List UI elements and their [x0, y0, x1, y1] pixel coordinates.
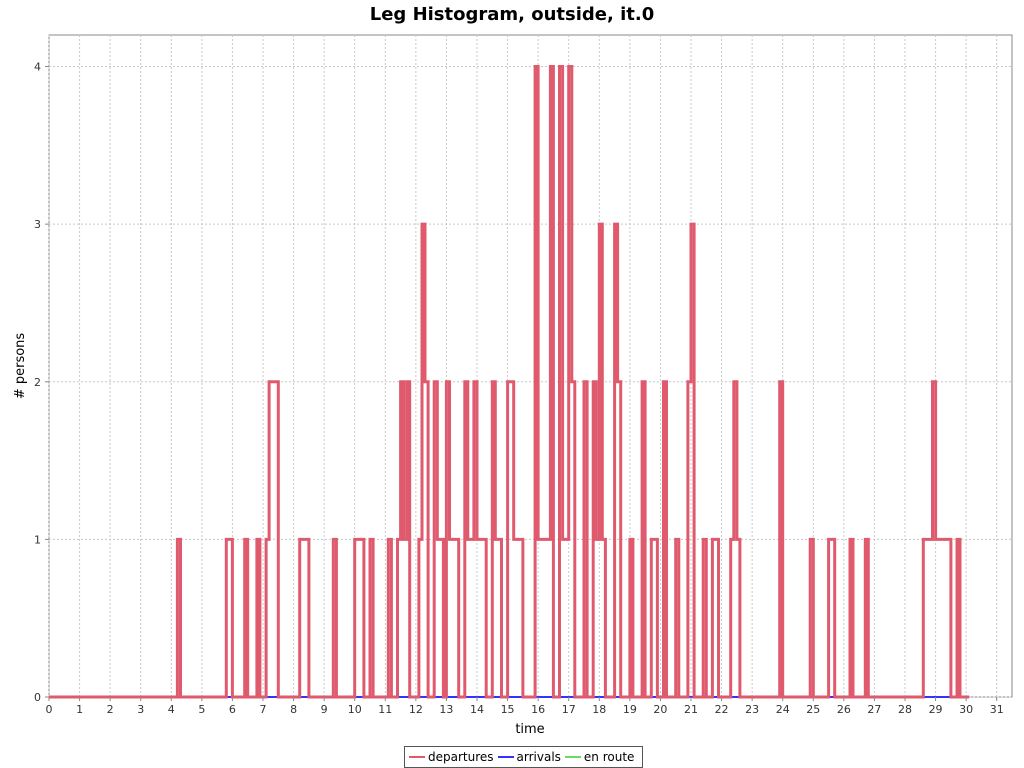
x-tick-label: 7: [260, 703, 267, 716]
x-tick-label: 9: [321, 703, 328, 716]
y-tick-label: 3: [34, 218, 41, 231]
x-tick-label: 10: [348, 703, 362, 716]
legend-item-departures: departures: [409, 750, 494, 764]
x-tick-label: 26: [837, 703, 851, 716]
x-tick-label: 1: [76, 703, 83, 716]
x-tick-label: 6: [229, 703, 236, 716]
y-tick-label: 1: [34, 533, 41, 546]
x-tick-label: 22: [715, 703, 729, 716]
x-tick-label: 21: [684, 703, 698, 716]
x-tick-label: 18: [592, 703, 606, 716]
legend-label: en route: [583, 750, 635, 764]
x-tick-label: 31: [990, 703, 1004, 716]
legend-label: departures: [428, 750, 494, 764]
x-tick-label: 15: [501, 703, 515, 716]
x-axis-ticks: 0 1 2 3 4 5 6 7 8 9 10 11 12 13 14 15 16 17 18 19 20 21 22 23 24…: [46, 697, 1004, 716]
y-axis-label: # persons: [13, 333, 28, 400]
x-tick-label: 0: [46, 703, 53, 716]
x-tick-label: 30: [959, 703, 973, 716]
x-tick-label: 23: [745, 703, 759, 716]
x-tick-label: 12: [409, 703, 423, 716]
x-tick-label: 5: [198, 703, 205, 716]
x-tick-label: 25: [806, 703, 820, 716]
legend: departures arrivals en route: [404, 746, 644, 768]
series-layer: [49, 65, 970, 699]
x-tick-label: 4: [168, 703, 175, 716]
x-tick-label: 16: [531, 703, 545, 716]
x-tick-label: 24: [776, 703, 790, 716]
x-tick-label: 20: [653, 703, 667, 716]
x-tick-label: 11: [378, 703, 392, 716]
legend-swatch: [497, 756, 514, 758]
x-tick-label: 19: [623, 703, 637, 716]
x-tick-label: 17: [562, 703, 576, 716]
x-tick-label: 3: [137, 703, 144, 716]
y-tick-label: 0: [34, 691, 41, 704]
x-tick-label: 13: [439, 703, 453, 716]
x-tick-label: 8: [290, 703, 297, 716]
x-tick-label: 2: [107, 703, 114, 716]
y-tick-label: 4: [34, 61, 41, 74]
series-line-departures: [49, 65, 970, 699]
legend-swatch: [409, 756, 425, 758]
chart-title: Leg Histogram, outside, it.0: [369, 4, 655, 25]
legend-label: arrivals: [516, 750, 561, 764]
x-tick-label: 27: [867, 703, 881, 716]
y-axis-ticks: 0 1 2 3 4: [34, 61, 49, 704]
legend-swatch: [564, 756, 581, 758]
legend-item-arrivals: arrivals: [497, 750, 561, 764]
x-tick-label: 14: [470, 703, 484, 716]
x-axis-label: time: [515, 722, 544, 737]
x-tick-label: 29: [929, 703, 943, 716]
legend-item-en-route: en route: [564, 750, 635, 764]
x-tick-label: 28: [898, 703, 912, 716]
y-tick-label: 2: [34, 376, 41, 389]
